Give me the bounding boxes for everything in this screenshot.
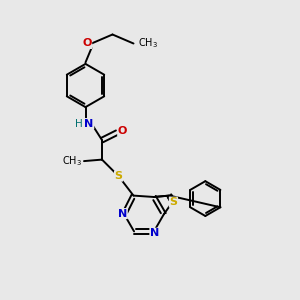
Text: O: O [82,38,92,49]
Text: N: N [85,118,94,129]
Text: N: N [150,228,159,238]
Text: N: N [118,208,127,219]
Text: S: S [115,171,122,181]
Text: CH$_3$: CH$_3$ [62,154,82,168]
Text: H: H [75,118,83,129]
Text: CH$_3$: CH$_3$ [138,37,158,50]
Text: S: S [169,197,177,207]
Text: O: O [118,126,127,136]
